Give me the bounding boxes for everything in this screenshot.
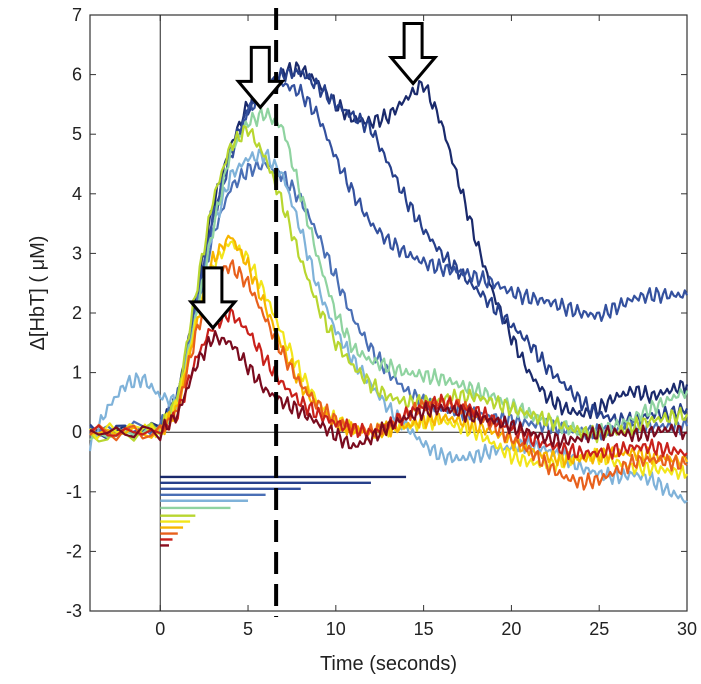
y-tick-label: 3	[72, 243, 82, 263]
x-tick-label: 15	[414, 619, 434, 639]
peak-arrow-icon	[235, 45, 286, 110]
series-lines	[88, 61, 689, 504]
y-tick-label: 0	[72, 422, 82, 442]
y-tick-label: -3	[66, 601, 82, 621]
y-tick-label: 2	[72, 303, 82, 323]
x-tick-label: 5	[243, 619, 253, 639]
series-line	[89, 259, 688, 491]
peak-arrow-icon	[387, 22, 439, 86]
stimulus-bars	[160, 475, 407, 547]
plot-frame	[89, 14, 688, 612]
x-tick-label: 10	[326, 619, 346, 639]
series-line	[89, 159, 689, 441]
x-tick-label: 30	[677, 619, 697, 639]
y-axis-label: Δ[HbT] ( μM)	[27, 236, 49, 351]
y-tick-label: 4	[72, 184, 82, 204]
x-tick-label: 25	[589, 619, 609, 639]
x-tick-label: 0	[155, 619, 165, 639]
y-tick-label: 7	[72, 5, 82, 25]
y-tick-label: 6	[72, 65, 82, 85]
y-tick-label: -1	[66, 482, 82, 502]
peak-arrow-icon	[187, 266, 239, 331]
series-line	[89, 61, 689, 436]
y-tick-label: 1	[72, 363, 82, 383]
series-line	[89, 307, 688, 461]
x-tick-label: 20	[501, 619, 521, 639]
peak-arrows	[187, 22, 439, 331]
series-line	[89, 330, 688, 450]
x-tick-labels: 0 5 10 15 20 25 30	[155, 619, 697, 639]
x-axis-label: Time (seconds)	[320, 653, 457, 675]
y-tick-labels: -3 -2 -1 0 1 2 3 4 5 6 7	[66, 5, 82, 621]
y-tick-label: 5	[72, 124, 82, 144]
y-tick-label: -2	[66, 541, 82, 561]
series-line	[89, 81, 688, 437]
